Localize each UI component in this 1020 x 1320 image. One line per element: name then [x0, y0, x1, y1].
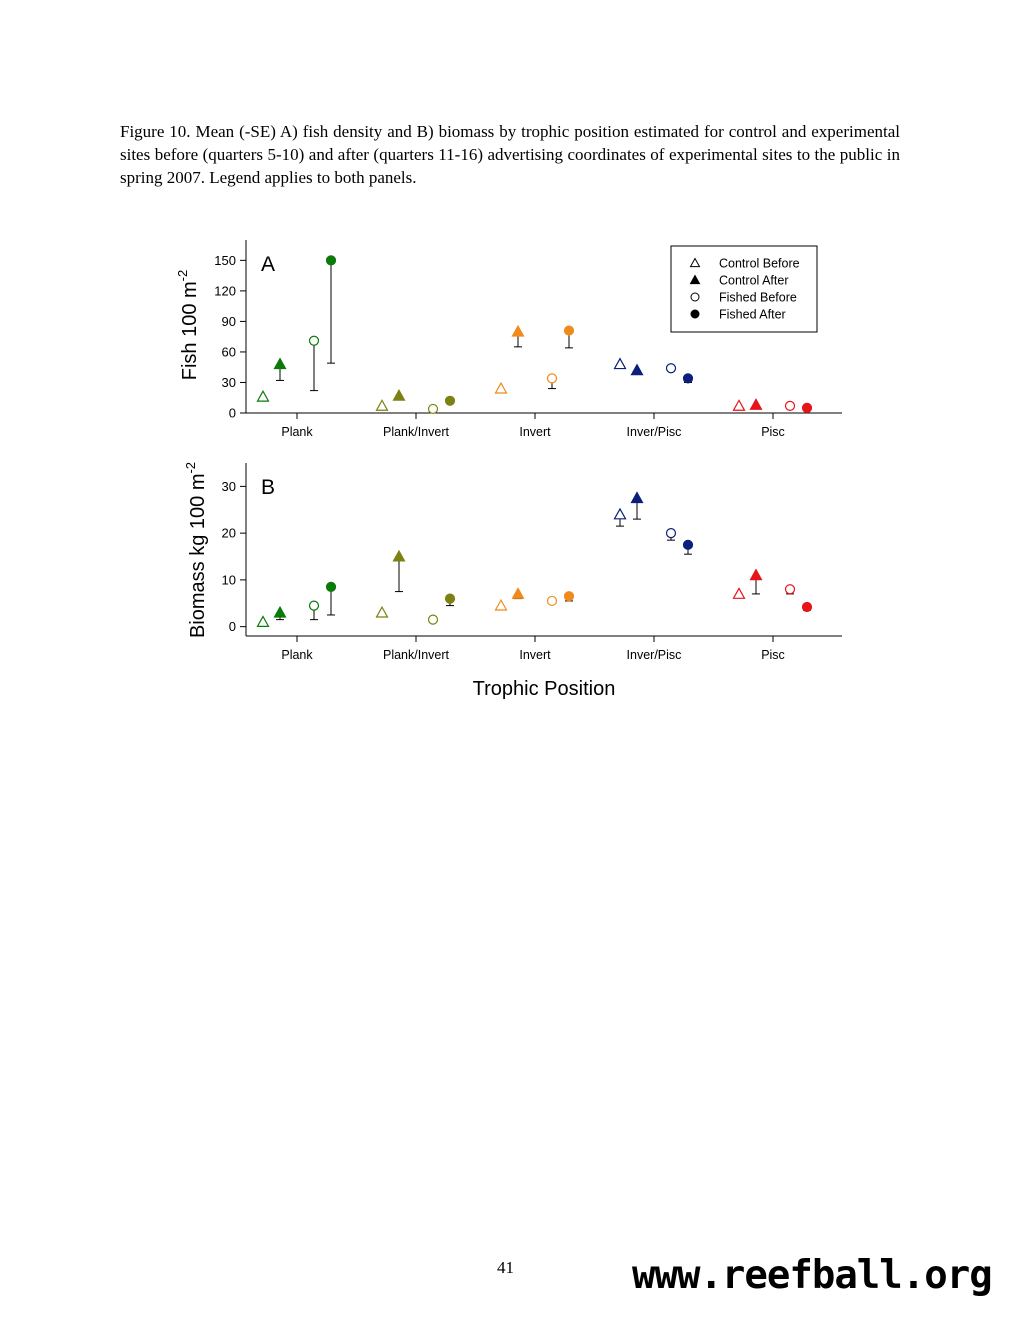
- panel-b: 0 10 20 30 Plank Plank/Invert Invert Inver/Pisc…: [183, 462, 842, 700]
- data-point: [546, 373, 558, 384]
- y-axis-title: Biomass kg 100 m-2: [183, 462, 209, 638]
- y-tick-label: 0: [229, 619, 236, 634]
- y-tick-label: 10: [222, 572, 236, 587]
- data-point: [494, 381, 508, 394]
- x-tick-label: Plank: [281, 648, 313, 662]
- legend-label: Control After: [719, 274, 788, 288]
- figure-chart: 0 30 60 90 120 150 Plank Plank/Invert Invert Inve…: [175, 240, 842, 700]
- y-tick-label: 0: [229, 406, 236, 421]
- data-point: [392, 549, 406, 562]
- x-tick-label: Pisc: [761, 648, 785, 662]
- data-point: [511, 324, 525, 337]
- page-number: 41: [497, 1258, 514, 1277]
- data-point: [546, 595, 558, 607]
- data-point: [444, 593, 456, 604]
- panel-a: 0 30 60 90 120 150 Plank Plank/Invert Invert Inve…: [175, 240, 842, 439]
- data-point: [511, 587, 525, 599]
- data-point: [630, 363, 644, 376]
- legend-marker: [689, 274, 701, 285]
- panel-letter: A: [261, 253, 275, 276]
- data-point: [308, 335, 320, 346]
- x-tick-label: Inver/Pisc: [627, 648, 682, 662]
- legend-label: Fished Before: [719, 291, 797, 305]
- legend-marker: [690, 292, 700, 302]
- data-point: [801, 402, 813, 414]
- data-point: [392, 388, 406, 401]
- data-point: [256, 615, 270, 627]
- data-point: [375, 399, 389, 411]
- legend-marker: [689, 257, 701, 268]
- data-point: [630, 491, 644, 504]
- data-point: [665, 528, 677, 539]
- legend-label: Fished After: [719, 308, 786, 322]
- data-point: [273, 605, 287, 618]
- x-tick-label: Plank/Invert: [383, 648, 450, 662]
- data-point: [682, 373, 694, 384]
- y-tick-label: 30: [222, 375, 236, 390]
- y-tick-label: 60: [222, 344, 236, 359]
- y-tick-label: 20: [222, 526, 236, 541]
- x-axis-title: Trophic Position: [473, 678, 616, 700]
- data-point: [494, 598, 508, 611]
- data-point: [784, 400, 796, 411]
- figure-caption: Figure 10. Mean (-SE) A) fish density an…: [120, 122, 900, 187]
- legend-label: Control Before: [719, 257, 800, 271]
- data-point: [784, 584, 796, 595]
- legend: Control Before Control After Fished Before…: [670, 245, 818, 333]
- legend-marker: [690, 309, 700, 319]
- data-point: [563, 591, 575, 602]
- data-point: [613, 357, 627, 370]
- data-point: [801, 601, 813, 613]
- data-point: [375, 605, 389, 618]
- x-tick-label: Invert: [519, 425, 551, 439]
- x-tick-label: Pisc: [761, 425, 785, 439]
- panel-letter: B: [261, 476, 275, 499]
- x-tick-label: Inver/Pisc: [627, 425, 682, 439]
- data-point: [325, 255, 337, 266]
- data-point: [749, 398, 763, 410]
- data-point: [427, 403, 439, 415]
- watermark-logo: www.reefball.org: [632, 1253, 993, 1298]
- y-tick-label: 30: [222, 479, 236, 494]
- data-point: [308, 600, 320, 611]
- data-point: [613, 507, 627, 520]
- x-tick-label: Invert: [519, 648, 551, 662]
- data-point: [732, 587, 746, 599]
- y-axis-title: Fish 100 m-2: [175, 270, 201, 381]
- data-point: [444, 395, 456, 406]
- y-tick-label: 90: [222, 314, 236, 329]
- data-point: [325, 581, 337, 593]
- data-point: [682, 539, 694, 550]
- data-point: [732, 399, 746, 411]
- data-point: [256, 389, 270, 402]
- data-point: [749, 568, 763, 581]
- data-point: [665, 363, 677, 374]
- data-point: [563, 325, 575, 336]
- x-tick-label: Plank/Invert: [383, 425, 450, 439]
- y-tick-label: 120: [214, 283, 236, 298]
- x-tick-label: Plank: [281, 425, 313, 439]
- y-tick-label: 150: [214, 253, 236, 268]
- data-point: [427, 614, 439, 625]
- data-point: [273, 357, 287, 370]
